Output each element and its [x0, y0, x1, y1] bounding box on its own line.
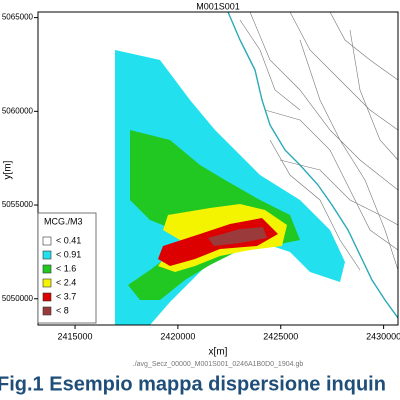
legend-swatch: [42, 278, 52, 288]
land-map: [227, 12, 398, 319]
plume-contour: [208, 227, 267, 246]
legend-title: MCG./M3: [44, 216, 83, 226]
x-tick-label: 2420000: [160, 331, 195, 341]
x-tick-label: 2415000: [58, 331, 93, 341]
y-axis-label: y[m]: [3, 160, 14, 179]
file-name: ./avg_Secz_00000_M001S001_0246A1B0D0_190…: [133, 361, 304, 368]
x-tick-label: 2430000: [366, 331, 400, 341]
y-tick-label: 5050000: [2, 294, 34, 303]
legend-label: < 2.4: [56, 277, 76, 287]
y-tick-label: 5060000: [2, 106, 34, 115]
legend-label: < 1.6: [56, 263, 76, 273]
legend-swatch: [42, 264, 52, 274]
legend-swatch: [42, 292, 52, 302]
plot-frame: [37, 11, 399, 326]
x-axis-label: x[m]: [209, 347, 228, 358]
legend-swatch: [42, 236, 52, 246]
legend-swatch: [42, 306, 52, 316]
legend-label: < 0.91: [56, 249, 81, 259]
plume: [115, 50, 345, 325]
y-tick-label: 5055000: [2, 200, 34, 209]
legend-label: < 0.41: [56, 235, 81, 245]
caption: Fig.1 Esempio mappa dispersione inquin: [0, 373, 386, 395]
legend-swatch: [42, 250, 52, 260]
legend-box: [37, 212, 97, 324]
legend-label: < 3.7: [56, 291, 76, 301]
y-tick-label: 5065000: [2, 13, 34, 22]
legend-label: < 8: [56, 305, 69, 315]
x-tick-label: 2425000: [263, 331, 298, 341]
chart-title: M001S001: [196, 1, 240, 11]
